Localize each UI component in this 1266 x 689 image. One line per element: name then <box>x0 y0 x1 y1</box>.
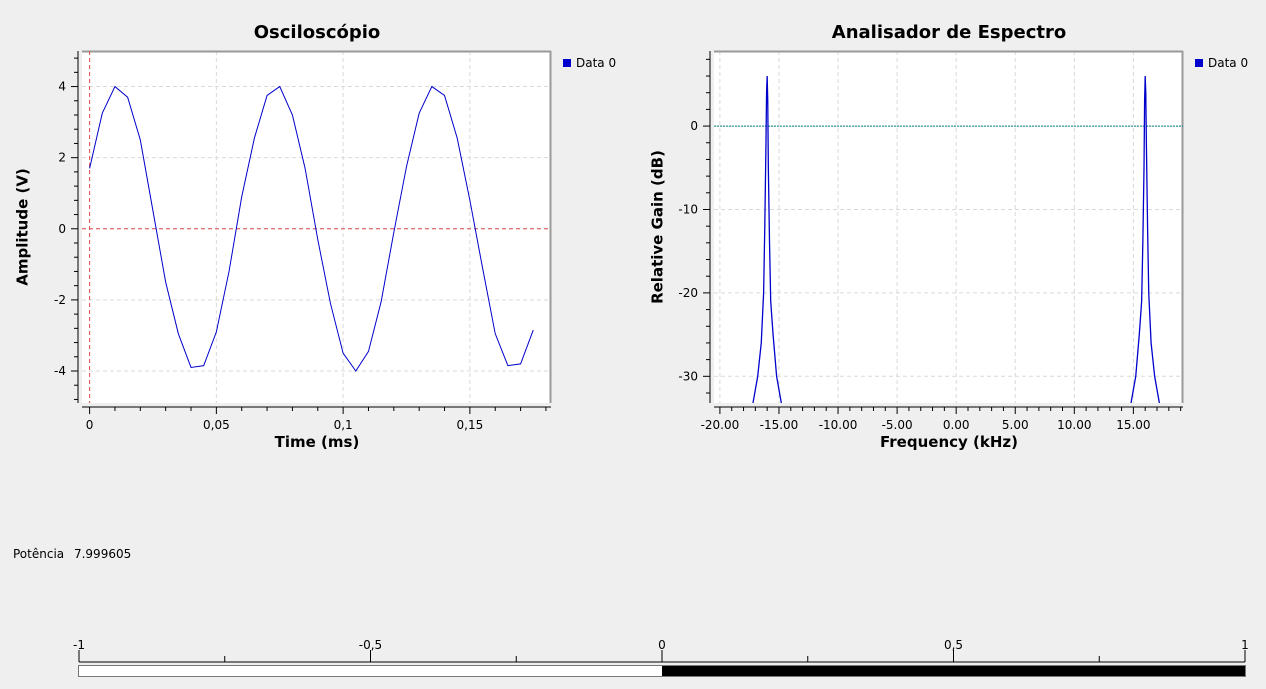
y-tick-label: -10 <box>678 202 698 216</box>
legend-swatch-icon <box>1195 59 1203 67</box>
power-label: Potência <box>13 547 65 561</box>
x-tick-label: 10.00 <box>1057 418 1091 432</box>
level-bar-tick-label: 0,5 <box>944 638 963 652</box>
x-tick-label: -15.00 <box>760 418 799 432</box>
level-bar-tick-label: -0,5 <box>359 638 382 652</box>
plot-area <box>82 51 551 403</box>
y-tick-label: 0 <box>58 222 66 236</box>
oscilloscope-title: Osciloscópio <box>253 22 381 43</box>
level-bar-tick-label: 0 <box>658 638 666 652</box>
y-tick-label: -30 <box>678 369 698 383</box>
series-group <box>752 76 1161 403</box>
level-bar-fill <box>662 666 1245 676</box>
spectrum-legend[interactable]: Data 0 <box>1195 56 1248 70</box>
x-tick-label: -5.00 <box>882 418 913 432</box>
level-bar-tick-label: 1 <box>1241 638 1249 652</box>
power-value: 7.999605 <box>73 547 132 561</box>
x-tick-label: 0,15 <box>457 418 484 432</box>
y-tick-label: -20 <box>678 286 698 300</box>
spectrum-legend-label: Data 0 <box>1208 56 1249 70</box>
x-tick-label: 15.00 <box>1116 418 1150 432</box>
series-line-data-0 <box>89 85 534 372</box>
spectrum-x-axis-label: Frequency (kHz) <box>880 433 1018 451</box>
oscilloscope-legend-label: Data 0 <box>576 56 617 70</box>
x-tick-label: 0 <box>86 418 94 432</box>
x-tick-label: 0,05 <box>203 418 230 432</box>
y-tick-label: 4 <box>58 80 66 94</box>
y-tick-label: -2 <box>54 293 66 307</box>
spectrum-y-axis-label: Relative Gain (dB) <box>648 150 667 304</box>
spectrum-title: Analisador de Espectro <box>831 22 1067 43</box>
x-tick-label: -10.00 <box>819 418 858 432</box>
power-readout: Potência 7.999605 <box>13 547 137 561</box>
x-tick-label: 0.00 <box>943 418 970 432</box>
series-group <box>89 85 534 372</box>
y-tick-label: 2 <box>58 151 66 165</box>
x-tick-label: 0,1 <box>334 418 353 432</box>
plot-area <box>714 51 1183 403</box>
y-tick-label: -4 <box>54 364 66 378</box>
spectrum-plot[interactable]: -30-20-100-20.00 -15.00 -10.00 -5.00 0.00 5.0… <box>0 0 1266 460</box>
series-line-data-0 <box>752 76 782 403</box>
y-tick-label: 0 <box>690 119 698 133</box>
oscilloscope-x-axis-label: Time (ms) <box>274 433 360 451</box>
legend-swatch-icon <box>563 59 571 67</box>
oscilloscope-plot[interactable]: -4 -2 0 2 4 0 0,05 0,1 0,15 <box>0 0 620 460</box>
level-bar-tick-label: -1 <box>73 638 85 652</box>
series-line-data-0 <box>1130 76 1161 403</box>
x-tick-label: -20.00 <box>701 418 740 432</box>
x-tick-label: 5.00 <box>1002 418 1029 432</box>
oscilloscope-legend[interactable]: Data 0 <box>563 56 616 70</box>
level-bar <box>78 665 1246 677</box>
